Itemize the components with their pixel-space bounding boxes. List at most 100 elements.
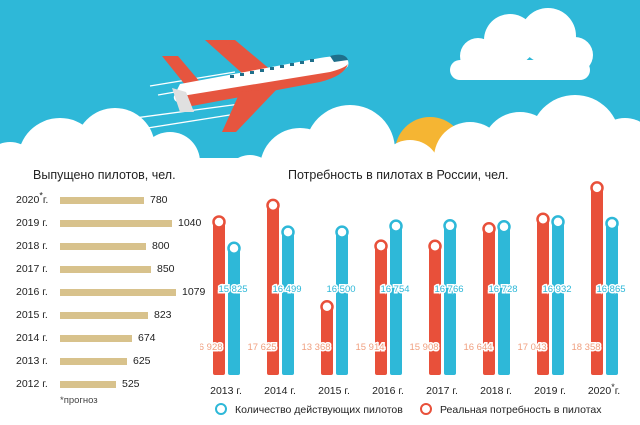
graduates-value-label: 674: [138, 332, 156, 344]
forecast-note: *прогноз: [60, 395, 98, 406]
demand-marker: [428, 239, 442, 253]
active-pilots-marker: [551, 215, 565, 229]
graduates-row: 2015 г. 823: [0, 305, 200, 325]
legend-marker-teal: [215, 403, 227, 415]
graduates-chart-title: Выпущено пилотов, чел.: [33, 168, 176, 182]
demand-chart: 15 825 16 928 2013 г. 16 499 17 625 2014 г. 16…: [200, 181, 627, 397]
demand-value-label: 16 644: [463, 342, 492, 353]
demand-bar: [429, 246, 441, 375]
demand-bar: [213, 221, 225, 375]
graduates-year-label: 2014 г.: [16, 332, 48, 344]
demand-value-label: 15 908: [409, 342, 438, 353]
graduates-year-label: 2019 г.: [16, 217, 48, 229]
graduates-row: 2018 г. 800: [0, 236, 200, 256]
graduates-year-label: 2016 г.: [16, 286, 48, 298]
graduates-row: 2012 г. 525: [0, 374, 200, 394]
year-tick-label: 2013 г.: [210, 385, 242, 397]
year-tick-label: 2018 г.: [480, 385, 512, 397]
demand-bar: [375, 246, 387, 375]
demand-value-label: 17 043: [517, 342, 546, 353]
active-pilots-marker: [335, 225, 349, 239]
graduates-value-label: 780: [150, 194, 168, 206]
demand-bar: [537, 219, 549, 375]
graduates-row: 2013 г. 625: [0, 351, 200, 371]
demand-value-label: 16 928: [200, 342, 223, 353]
graduates-bar: [60, 243, 146, 250]
active-pilots-bar: [282, 232, 294, 375]
graduates-bar: [60, 220, 172, 227]
active-pilots-value-label: 16 500: [326, 284, 355, 295]
demand-bar: [321, 306, 333, 375]
graduates-value-label: 625: [133, 355, 151, 367]
active-pilots-value-label: 16 865: [596, 284, 625, 295]
graduates-year-label: 2017 г.: [16, 263, 48, 275]
legend-label-demand: Реальная потребность в пилотах: [440, 404, 602, 416]
year-tick-label: 2019 г.: [534, 385, 566, 397]
year-tick-label: 2020*г.: [588, 382, 620, 397]
graduates-year-label: 2015 г.: [16, 309, 48, 321]
demand-bar: [483, 228, 495, 375]
graduates-bar: [60, 335, 132, 342]
graduates-bar: [60, 358, 127, 365]
active-pilots-marker: [389, 219, 403, 233]
demand-bar: [591, 187, 603, 375]
active-pilots-bar: [228, 248, 240, 375]
year-tick-label: 2015 г.: [318, 385, 350, 397]
demand-bar: [267, 205, 279, 375]
active-pilots-value-label: 16 932: [542, 284, 571, 295]
demand-marker: [212, 215, 226, 229]
graduates-value-label: 1040: [178, 217, 202, 229]
graduates-bar: [60, 197, 144, 204]
demand-value-label: 13 368: [301, 342, 330, 353]
graduates-row: 2014 г. 674: [0, 328, 200, 348]
active-pilots-marker: [605, 216, 619, 231]
legend-real-demand: Реальная потребность в пилотах: [420, 403, 602, 416]
demand-marker: [374, 239, 388, 253]
demand-marker: [482, 221, 496, 236]
demand-value-label: 18 358: [571, 342, 600, 353]
graduates-row: 2019 г. 1040: [0, 213, 202, 233]
graduates-year-label: 2018 г.: [16, 240, 48, 252]
graduates-bar: [60, 266, 151, 273]
graduates-year-label: 2013 г.: [16, 355, 48, 367]
graduates-value-label: 800: [152, 240, 170, 252]
active-pilots-marker: [227, 241, 241, 255]
active-pilots-value-label: 16 766: [434, 284, 463, 295]
year-tick-label: 2014 г.: [264, 385, 296, 397]
graduates-value-label: 525: [122, 378, 140, 390]
active-pilots-value-label: 16 499: [272, 284, 301, 295]
active-pilots-bar: [606, 223, 618, 375]
airplane-illustration: [119, 40, 349, 132]
demand-marker: [266, 198, 280, 213]
active-pilots-bar: [336, 232, 348, 375]
demand-value-label: 17 625: [247, 342, 276, 353]
demand-value-label: 15 914: [355, 342, 384, 353]
active-pilots-marker: [281, 225, 295, 239]
active-pilots-bar: [498, 226, 510, 375]
graduates-row: 2017 г. 850: [0, 259, 200, 279]
active-pilots-marker: [443, 219, 457, 233]
graduates-row: 2016 г. 1079: [0, 282, 205, 302]
active-pilots-bar: [444, 225, 456, 375]
active-pilots-bar: [390, 226, 402, 375]
graduates-year-label: 2020*г.: [16, 190, 49, 206]
legend-label-active: Количество действующих пилотов: [235, 404, 403, 416]
year-tick-label: 2017 г.: [426, 385, 458, 397]
graduates-value-label: 1079: [182, 286, 206, 298]
graduates-value-label: 823: [154, 309, 172, 321]
graduates-year-label: 2012 г.: [16, 378, 48, 390]
year-tick-label: 2016 г.: [372, 385, 404, 397]
demand-marker: [536, 212, 550, 226]
legend-active-pilots: Количество действующих пилотов: [215, 403, 403, 416]
graduates-bar: [60, 312, 148, 319]
demand-chart-title: Потребность в пилотах в России, чел.: [288, 168, 509, 182]
active-pilots-marker: [497, 219, 511, 234]
active-pilots-value-label: 16 754: [380, 284, 409, 295]
demand-marker: [320, 299, 334, 314]
graduates-bar: [60, 289, 176, 296]
active-pilots-value-label: 16 728: [488, 284, 517, 295]
active-pilots-value-label: 15 825: [218, 284, 247, 295]
graduates-value-label: 850: [157, 263, 175, 275]
legend-marker-red: [420, 403, 432, 415]
